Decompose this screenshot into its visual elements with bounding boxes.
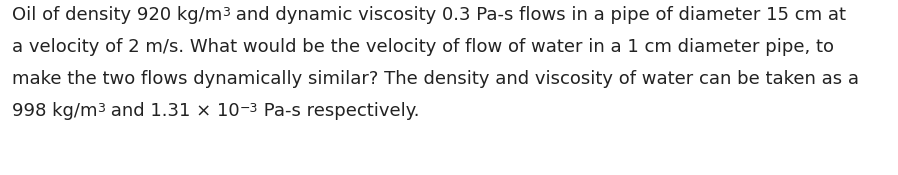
- Text: make the two flows dynamically similar? The density and viscosity of water can b: make the two flows dynamically similar? …: [12, 70, 859, 88]
- Text: and dynamic viscosity 0.3 Pa-s flows in a pipe of diameter 15 cm at: and dynamic viscosity 0.3 Pa-s flows in …: [230, 6, 846, 24]
- Text: Oil of density 920 kg/m: Oil of density 920 kg/m: [12, 6, 222, 24]
- Text: 3: 3: [98, 102, 105, 114]
- Text: 998 kg/m: 998 kg/m: [12, 102, 98, 120]
- Text: 3: 3: [222, 5, 230, 19]
- Text: a velocity of 2 m/s. What would be the velocity of flow of water in a 1 cm diame: a velocity of 2 m/s. What would be the v…: [12, 38, 834, 56]
- Text: and 1.31 × 10: and 1.31 × 10: [105, 102, 240, 120]
- Text: Pa-s respectively.: Pa-s respectively.: [259, 102, 420, 120]
- Text: −3: −3: [240, 102, 259, 114]
